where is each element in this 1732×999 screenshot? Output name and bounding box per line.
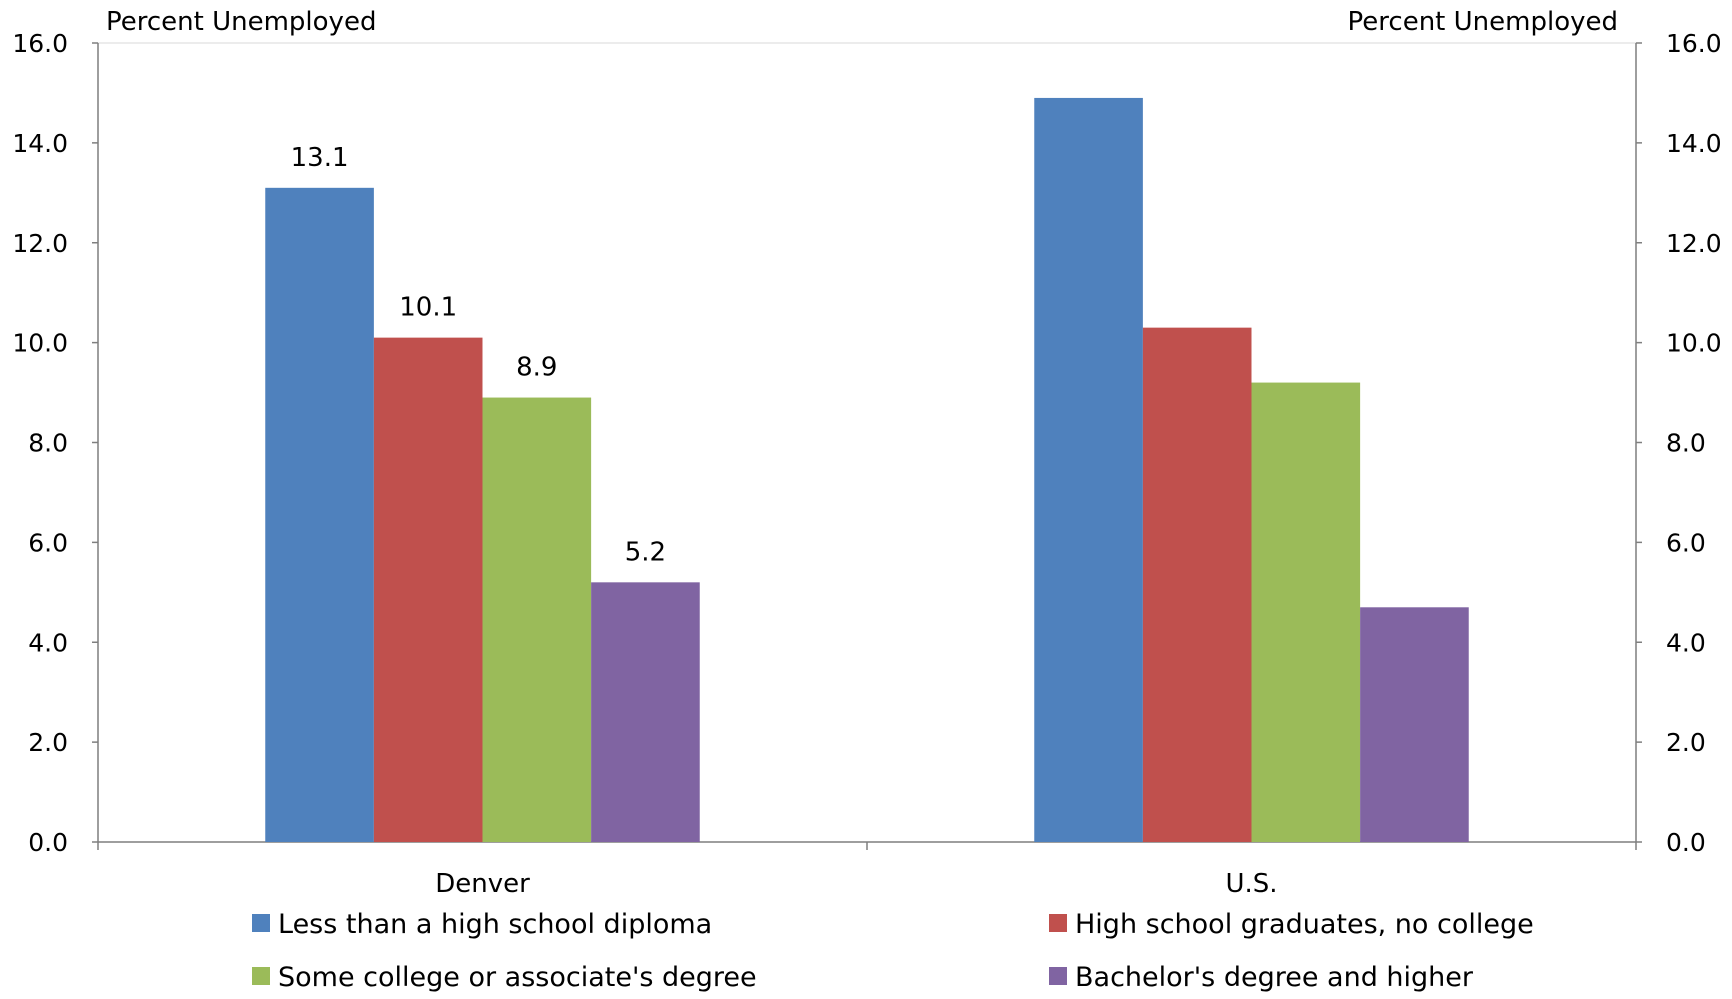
legend-label: Bachelor's degree and higher (1075, 962, 1474, 993)
y-tick-label-left: 8.0 (28, 429, 68, 458)
bar (1142, 327, 1252, 842)
bar (482, 397, 592, 842)
y-tick-label-right: 0.0 (1666, 828, 1706, 857)
y-tick-label-left: 16.0 (12, 29, 68, 58)
bar-data-label: 13.1 (291, 143, 349, 173)
y-tick-label-right: 14.0 (1666, 129, 1722, 158)
y-tick-label-right: 10.0 (1666, 329, 1722, 358)
y-tick-label-right: 12.0 (1666, 229, 1722, 258)
x-category-label: U.S. (1225, 869, 1277, 899)
bar (1034, 97, 1143, 842)
legend-label: Some college or associate's degree (278, 962, 757, 993)
y-tick-label-right: 8.0 (1666, 429, 1706, 458)
legend: Less than a high school diploma High scho… (252, 909, 1534, 993)
legend-swatch (252, 967, 270, 985)
bar (265, 187, 374, 843)
legend-label: Less than a high school diploma (278, 909, 712, 940)
legend-label: High school graduates, no college (1075, 909, 1534, 940)
y-tick-label-right: 4.0 (1666, 628, 1706, 657)
legend-swatch (1049, 914, 1067, 932)
bar-data-label: 8.9 (516, 353, 557, 383)
y-tick-label-left: 6.0 (28, 528, 68, 557)
bar-data-label: 5.2 (625, 537, 666, 567)
bar (591, 582, 700, 842)
y-axis-title-left: Percent Unemployed (106, 7, 376, 37)
y-tick-label-left: 2.0 (28, 728, 68, 757)
x-category-label: Denver (435, 869, 530, 899)
y-tick-label-left: 0.0 (28, 828, 68, 857)
y-tick-label-left: 14.0 (12, 129, 68, 158)
plot-area: 0.0 0.0 2.0 2.0 4.0 4.0 6.0 6.0 8.0 8.0 10.0 10.0 12… (12, 29, 1721, 899)
y-tick-label-right: 16.0 (1666, 29, 1722, 58)
y-tick-label-right: 2.0 (1666, 728, 1706, 757)
y-axis-title-right: Percent Unemployed (1348, 7, 1618, 37)
bar (1360, 607, 1469, 842)
y-tick-label-right: 6.0 (1666, 528, 1706, 557)
y-tick-label-left: 10.0 (12, 329, 68, 358)
y-tick-label-left: 4.0 (28, 628, 68, 657)
y-tick-label-left: 12.0 (12, 229, 68, 258)
legend-swatch (1049, 967, 1067, 985)
bar (373, 337, 483, 842)
bar-data-label: 10.1 (399, 293, 457, 323)
bar (1251, 382, 1361, 842)
legend-swatch (252, 914, 270, 932)
